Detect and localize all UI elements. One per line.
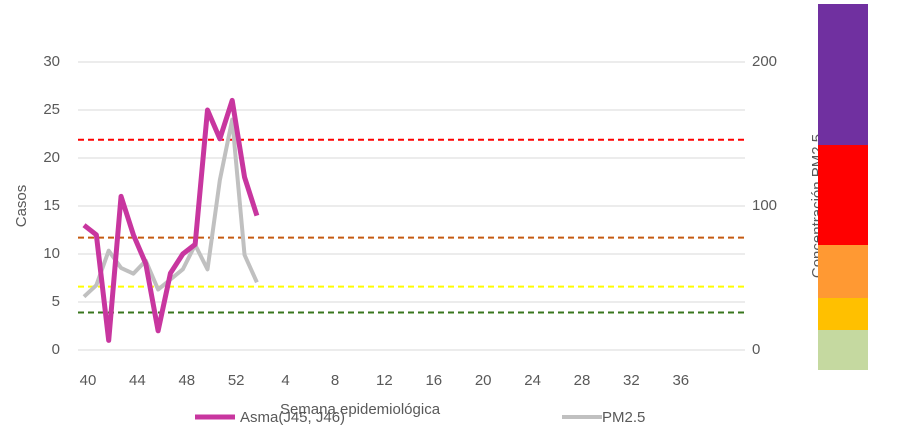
x-tick-label: 24 <box>524 372 541 389</box>
series-line <box>82 97 260 343</box>
x-tick-label: 16 <box>425 372 442 389</box>
y2-tick-label: 0 <box>752 341 760 358</box>
x-tick-label: 32 <box>623 372 640 389</box>
y-tick-label: 25 <box>43 101 60 118</box>
y-tick-label: 15 <box>43 197 60 214</box>
legend-label: Asma(J45, J46) <box>240 409 345 426</box>
scale-band <box>818 330 868 370</box>
color-scale <box>818 4 868 370</box>
y-tick-label: 20 <box>43 149 60 166</box>
y2-tick-label: 200 <box>752 53 777 70</box>
x-tick-label: 20 <box>475 372 492 389</box>
x-tick-label: 36 <box>672 372 689 389</box>
y-axis-title: Casos <box>13 185 30 228</box>
scale-band <box>818 245 868 298</box>
x-tick-label: 4 <box>281 372 289 389</box>
x-tick-label: 8 <box>331 372 339 389</box>
scale-band <box>818 4 868 145</box>
x-tick-label: 28 <box>574 372 591 389</box>
x-tick-label: 52 <box>228 372 245 389</box>
y-tick-label: 30 <box>43 53 60 70</box>
scale-band <box>818 145 868 245</box>
y-tick-label: 0 <box>52 341 60 358</box>
y-tick-label: 5 <box>52 293 60 310</box>
legend-label: PM2.5 <box>602 409 645 426</box>
scale-band <box>818 298 868 330</box>
x-axis-title: Semana epidemiológica <box>280 401 441 418</box>
x-tick-label: 48 <box>178 372 195 389</box>
y-tick-label: 10 <box>43 245 60 262</box>
x-tick-label: 12 <box>376 372 393 389</box>
y2-tick-label: 100 <box>752 197 777 214</box>
x-tick-label: 44 <box>129 372 146 389</box>
x-tick-label: 40 <box>80 372 97 389</box>
